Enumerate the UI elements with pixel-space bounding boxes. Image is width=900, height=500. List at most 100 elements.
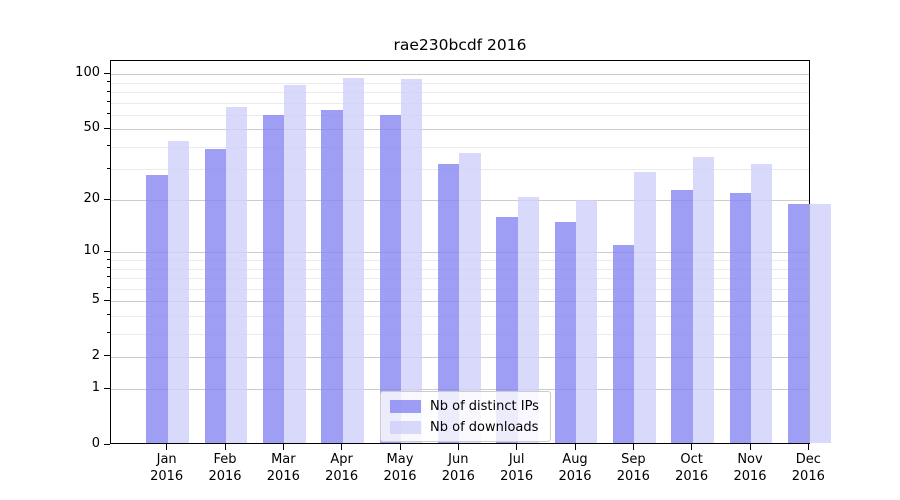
x-tick-month: Nov	[737, 452, 763, 467]
y-minor-tick-mark	[107, 81, 110, 83]
gridline-minor	[111, 146, 809, 148]
bar-distinct-ips	[263, 114, 285, 443]
bar-distinct-ips	[554, 222, 576, 443]
x-axis-tick-label: Jul 2016	[490, 452, 544, 485]
x-tick-mark	[341, 444, 343, 450]
x-tick-year: 2016	[208, 468, 242, 484]
bar-downloads	[226, 107, 248, 443]
x-tick-year: 2016	[558, 468, 592, 484]
x-tick-month: Apr	[330, 452, 353, 467]
bar-distinct-ips	[146, 174, 168, 443]
bar-distinct-ips	[438, 164, 460, 443]
bar-distinct-ips	[496, 217, 518, 443]
y-axis-tick-label: 1	[91, 380, 100, 396]
y-minor-tick-mark	[107, 145, 110, 147]
bar-distinct-ips	[321, 109, 343, 443]
x-tick-mark	[691, 444, 693, 450]
legend-label-distinct-ips: Nb of distinct IPs	[430, 398, 539, 414]
y-tick-mark	[104, 127, 110, 129]
y-axis-tick-label: 2	[91, 347, 100, 363]
y-axis-tick-label: 20	[83, 191, 100, 207]
bar-downloads	[459, 152, 481, 443]
chart-title: rae230bcdf 2016	[393, 36, 527, 54]
y-minor-tick-mark	[107, 101, 110, 103]
x-tick-year: 2016	[441, 468, 475, 484]
y-axis-tick-label: 0	[91, 436, 100, 451]
y-minor-tick-mark	[107, 113, 110, 115]
x-axis-tick-label: Sep 2016	[606, 452, 660, 485]
y-tick-mark	[104, 355, 110, 357]
y-minor-tick-mark	[107, 276, 110, 278]
x-tick-mark	[749, 444, 751, 450]
x-tick-mark	[282, 444, 284, 450]
x-tick-year: 2016	[325, 468, 359, 484]
bar-distinct-ips	[379, 114, 401, 443]
bar-downloads	[401, 79, 423, 443]
y-axis-tick-label: 5	[91, 292, 100, 308]
x-tick-year: 2016	[150, 468, 184, 484]
x-axis-tick-label: Jan 2016	[140, 452, 194, 485]
y-tick-mark	[104, 299, 110, 301]
x-tick-year: 2016	[500, 468, 534, 484]
x-tick-year: 2016	[383, 468, 417, 484]
y-minor-tick-mark	[107, 314, 110, 316]
x-tick-year: 2016	[791, 468, 825, 484]
x-axis-tick-label: May 2016	[373, 452, 427, 485]
bar-distinct-ips	[671, 189, 693, 443]
legend-label-downloads: Nb of downloads	[430, 419, 539, 435]
x-axis-tick-label: Nov 2016	[723, 452, 777, 485]
x-tick-month: Jun	[448, 452, 469, 467]
y-axis-tick-label: 100	[75, 65, 100, 81]
x-axis-tick-label: Apr 2016	[315, 452, 369, 485]
x-tick-mark	[166, 444, 168, 450]
y-axis-tick-label: 10	[83, 243, 100, 259]
x-tick-mark	[574, 444, 576, 450]
y-tick-mark	[104, 198, 110, 200]
x-tick-month: Mar	[271, 452, 296, 467]
bar-distinct-ips	[788, 204, 810, 443]
gridline-minor	[111, 92, 809, 94]
x-axis-tick-label: Oct 2016	[665, 452, 719, 485]
legend-swatch-distinct-ips	[390, 399, 421, 413]
bar-downloads	[284, 85, 306, 443]
x-tick-month: Sep	[621, 452, 646, 467]
bar-downloads	[692, 157, 714, 443]
x-tick-mark	[516, 444, 518, 450]
legend: Nb of distinct IPs Nb of downloads	[380, 391, 551, 442]
x-tick-month: Dec	[795, 452, 821, 467]
x-tick-month: May	[386, 452, 414, 467]
gridline-major	[111, 129, 809, 131]
x-tick-mark	[807, 444, 809, 450]
bar-distinct-ips	[204, 148, 226, 443]
bar-downloads	[634, 171, 656, 443]
bar-downloads	[167, 141, 189, 443]
bar-downloads	[342, 77, 364, 443]
y-minor-tick-mark	[107, 258, 110, 260]
y-axis-tick-label: 50	[83, 120, 100, 136]
y-tick-mark	[104, 250, 110, 252]
y-tick-mark	[104, 72, 110, 74]
bar-downloads	[576, 200, 598, 443]
x-tick-year: 2016	[675, 468, 709, 484]
x-tick-year: 2016	[733, 468, 767, 484]
bar-distinct-ips	[613, 245, 635, 443]
y-minor-tick-mark	[107, 90, 110, 92]
x-tick-month: Jan	[156, 452, 177, 467]
y-tick-mark	[104, 387, 110, 389]
gridline-minor	[111, 82, 809, 84]
y-minor-tick-mark	[107, 332, 110, 334]
x-tick-month: Oct	[680, 452, 703, 467]
gridline-minor	[111, 114, 809, 116]
x-axis-tick-label: Mar 2016	[256, 452, 310, 485]
x-axis-tick-label: Aug 2016	[548, 452, 602, 485]
x-tick-mark	[399, 444, 401, 450]
x-tick-mark	[457, 444, 459, 450]
legend-item-distinct-ips: Nb of distinct IPs	[390, 397, 539, 415]
x-tick-month: Jul	[508, 452, 525, 467]
legend-swatch-downloads	[390, 420, 421, 434]
x-tick-mark	[632, 444, 634, 450]
y-minor-tick-mark	[107, 287, 110, 289]
x-tick-mark	[224, 444, 226, 450]
bar-distinct-ips	[729, 193, 751, 443]
